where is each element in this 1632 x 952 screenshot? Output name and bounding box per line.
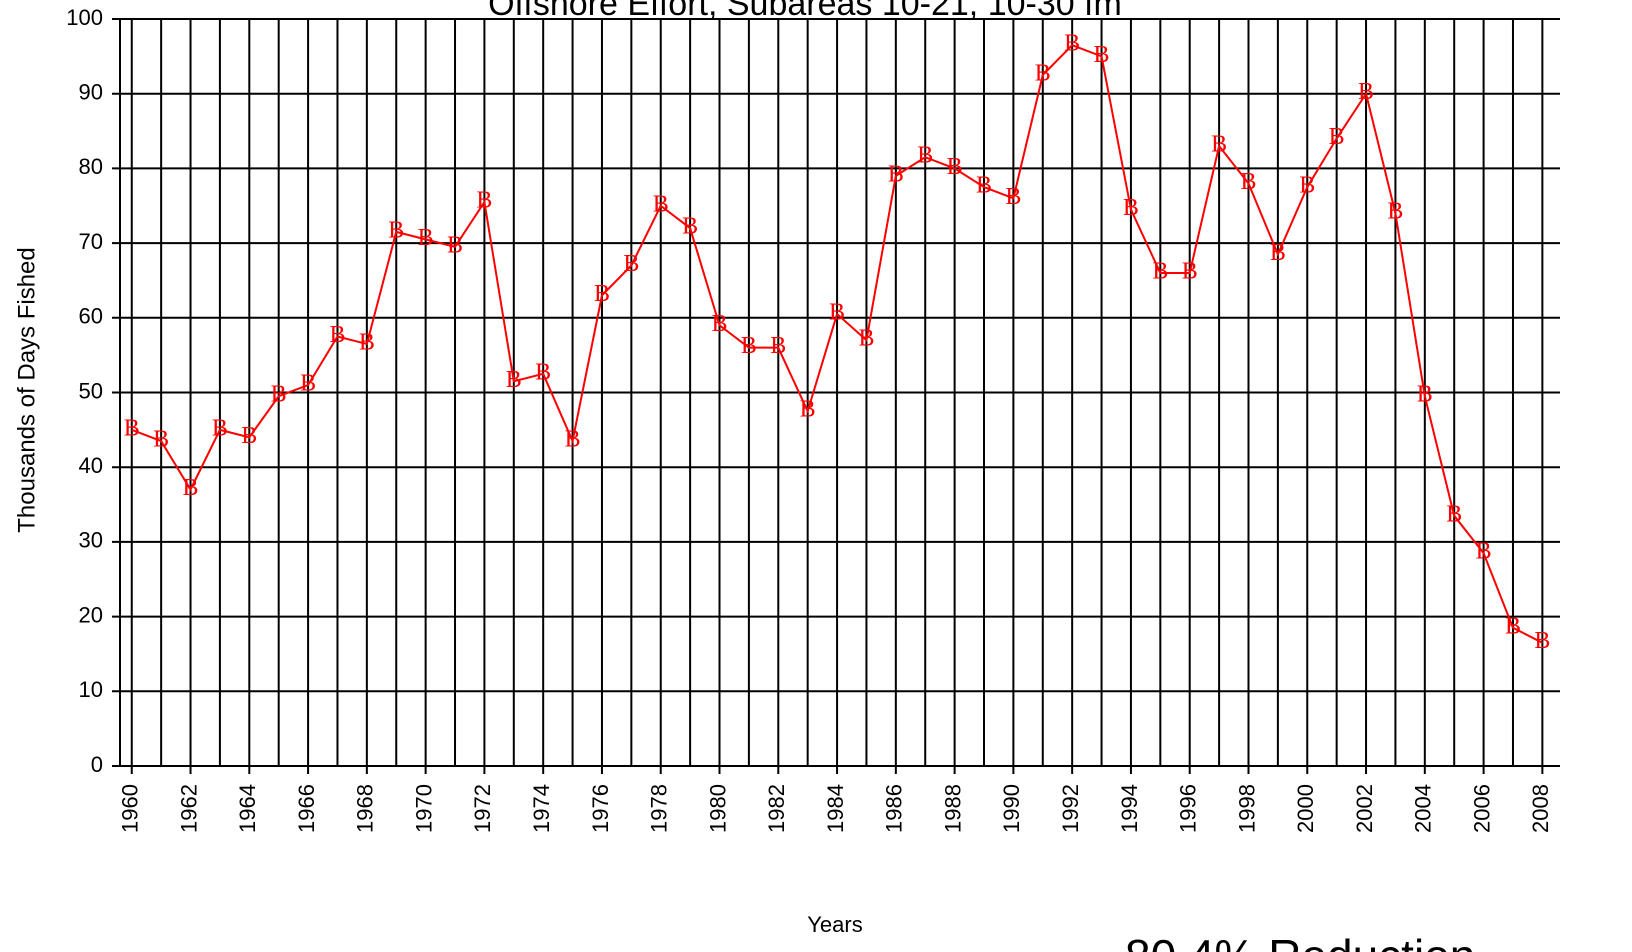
y-tick-label: 50 [79,378,103,403]
x-tick-label: 1972 [470,784,495,833]
x-tick-label: 1978 [647,784,672,833]
data-marker: B [712,311,728,337]
x-tick-label: 2002 [1352,784,1377,833]
data-marker: B [1417,382,1433,408]
x-tick-label: 1986 [882,784,907,833]
data-marker: B [1094,42,1110,68]
y-tick-label: 40 [79,453,103,478]
data-marker: B [124,415,140,441]
data-marker: B [1211,131,1227,157]
y-tick-label: 10 [79,677,103,702]
data-marker: B [241,423,257,449]
data-marker: B [1270,240,1286,266]
data-marker: B [300,371,316,397]
y-tick-label: 30 [79,528,103,553]
x-tick-label: 1984 [823,784,848,833]
data-marker: B [1329,124,1345,150]
data-marker: B [770,333,786,359]
x-tick-label: 1960 [118,784,143,833]
y-axis-label: Thousands of Days Fished [13,247,40,532]
data-marker: B [917,143,933,169]
data-marker: B [888,161,904,187]
data-marker: B [212,415,228,441]
data-marker: B [1446,501,1462,527]
data-marker: B [329,322,345,348]
data-marker: B [682,214,698,240]
data-marker: B [1299,173,1315,199]
data-marker: B [1358,79,1374,105]
x-tick-label: 2000 [1293,784,1318,833]
data-marker: B [1534,628,1550,654]
x-tick-label: 1966 [294,784,319,833]
data-marker: B [1182,258,1198,284]
data-marker: B [476,188,492,214]
y-tick-label: 90 [79,80,103,105]
data-marker: B [653,191,669,217]
data-marker: B [947,154,963,180]
y-tick-label: 70 [79,229,103,254]
x-tick-label: 1974 [529,784,554,833]
chart-title: Offshore Effort, Subareas 10-21, 10-30 f… [488,0,1122,23]
x-tick-label: 2008 [1528,784,1553,833]
x-tick-label: 1970 [411,784,436,833]
x-tick-label: 1968 [353,784,378,833]
x-tick-label: 1982 [764,784,789,833]
data-line [131,43,1543,644]
data-marker: B [800,397,816,423]
x-tick-label: 1976 [588,784,613,833]
x-tick-label: 1990 [999,784,1024,833]
x-axis-label: Years [807,912,862,937]
y-tick-label: 0 [91,752,103,777]
data-marker: B [1152,258,1168,284]
data-marker: B [447,232,463,258]
y-tick-label: 100 [66,5,103,30]
x-tick-label: 1964 [235,784,260,833]
x-tick-label: 1996 [1176,784,1201,833]
data-marker: B [1005,184,1021,210]
data-marker: B [594,281,610,307]
data-marker: B [153,427,169,453]
data-marker: B [565,427,581,453]
data-marker: B [858,326,874,352]
y-tick-label: 60 [79,304,103,329]
data-marker: B [829,300,845,326]
data-marker: B [1035,61,1051,87]
x-tick-label: 1994 [1117,784,1142,833]
data-marker: B [1387,199,1403,225]
x-tick-label: 2004 [1411,784,1436,833]
data-marker: B [506,367,522,393]
data-marker: B [623,251,639,277]
data-marker: B [1064,31,1080,57]
x-tick-label: 1992 [1058,784,1083,833]
x-tick-label: 1980 [705,784,730,833]
data-marker: B [1505,613,1521,639]
annotation: 80.4% Reduction [1125,930,1475,952]
data-marker: B [1240,169,1256,195]
y-tick-label: 20 [79,602,103,627]
data-marker: B [741,333,757,359]
data-marker: B [359,329,375,355]
data-marker: B [183,475,199,501]
data-marker: B [976,173,992,199]
data-marker: B [271,382,287,408]
x-tick-label: 1998 [1234,784,1259,833]
data-marker: B [1476,539,1492,565]
x-tick-label: 1988 [940,784,965,833]
x-tick-label: 2006 [1469,784,1494,833]
y-tick-label: 80 [79,154,103,179]
data-marker: B [535,359,551,385]
x-tick-label: 1962 [176,784,201,833]
data-marker: B [388,217,404,243]
data-marker: B [418,225,434,251]
data-marker: B [1123,195,1139,221]
